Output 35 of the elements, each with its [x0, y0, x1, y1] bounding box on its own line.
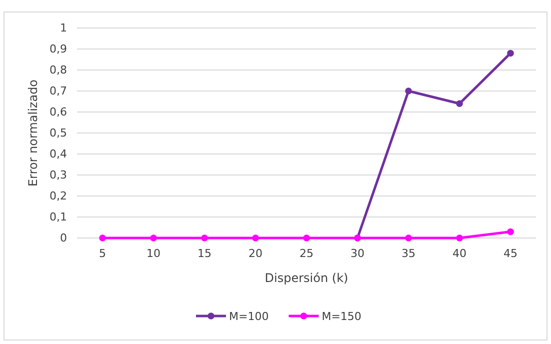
y-tick-label: 0,4	[50, 148, 67, 161]
point	[456, 234, 463, 242]
y-tick-label: 0,1	[50, 210, 67, 224]
y-tick-label: 0,7	[50, 84, 67, 98]
x-tick-label: 10	[146, 246, 160, 260]
x-axis-title: Dispersión (k)	[264, 271, 348, 285]
y-axis-title: Error normalizado	[26, 79, 40, 187]
y-tick-label: 0,6	[50, 106, 67, 119]
y-tick-label: 0,2	[50, 190, 67, 203]
point	[507, 50, 514, 57]
legend-label: M=150	[322, 310, 362, 323]
point	[507, 228, 514, 236]
point	[405, 234, 412, 242]
y-tick-label: 1	[60, 22, 67, 35]
point	[456, 100, 463, 107]
y-tick-label: 0	[60, 232, 67, 245]
point	[252, 234, 259, 242]
point	[99, 234, 106, 242]
x-tick-label: 15	[198, 246, 212, 260]
y-tick-label: 0,5	[50, 126, 67, 140]
x-tick-label: 35	[402, 246, 416, 260]
x-tick-label: 40	[452, 246, 466, 260]
y-tick-label: 0,3	[50, 168, 67, 182]
x-tick-label: 45	[504, 246, 518, 260]
y-tick-label: 0,8	[50, 64, 67, 77]
legend-label: M=100	[229, 310, 269, 323]
x-tick-label: 5	[99, 246, 106, 260]
x-tick-label: 30	[350, 246, 364, 260]
x-tick-label: 20	[248, 246, 262, 260]
point	[405, 88, 412, 94]
point	[201, 234, 208, 242]
point	[150, 234, 157, 242]
x-tick-label: 25	[300, 246, 314, 260]
point	[303, 234, 310, 242]
y-tick-label: 0,9	[50, 42, 67, 56]
